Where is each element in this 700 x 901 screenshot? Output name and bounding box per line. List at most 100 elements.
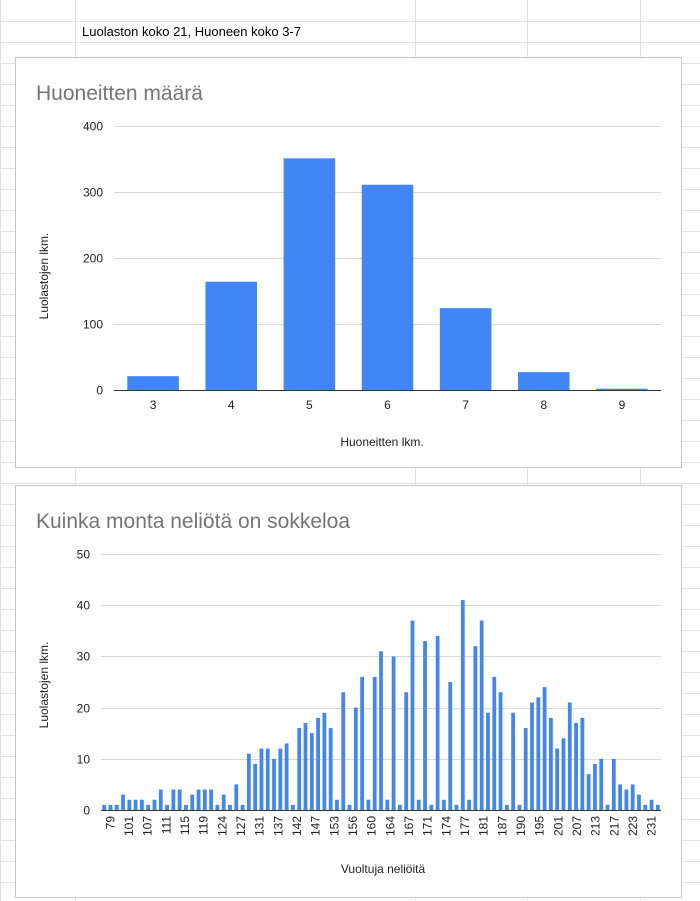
bar[interactable] [442, 799, 446, 810]
chart-card-room-count[interactable]: Huoneitten määrä 0 100 200 300 400 3 4 5 6 7 8 9 H… [15, 57, 682, 468]
bar[interactable] [655, 804, 660, 810]
bar[interactable] [586, 774, 591, 810]
sheet-cell-text[interactable]: Luolaston koko 21, Huoneen koko 3-7 [82, 24, 301, 39]
bar[interactable] [542, 687, 547, 810]
bar[interactable] [335, 799, 339, 810]
bar[interactable] [202, 789, 207, 810]
bar[interactable] [410, 620, 415, 810]
bar[interactable] [555, 748, 560, 810]
bar[interactable] [366, 799, 371, 810]
bar[interactable] [618, 784, 622, 810]
bar[interactable] [328, 728, 333, 810]
bar[interactable] [140, 799, 144, 810]
bar[interactable] [379, 651, 383, 810]
bar[interactable] [114, 804, 119, 810]
bar[interactable] [372, 676, 377, 810]
bar[interactable] [454, 804, 459, 810]
bar[interactable] [209, 789, 213, 810]
bar[interactable] [391, 656, 396, 810]
bar[interactable] [549, 717, 553, 810]
bar[interactable] [404, 692, 409, 810]
bar[interactable] [322, 712, 327, 810]
bar[interactable] [127, 376, 179, 390]
bar[interactable] [385, 799, 390, 810]
bar[interactable] [190, 794, 195, 810]
bar[interactable] [479, 620, 484, 810]
bar[interactable] [423, 641, 427, 810]
bar[interactable] [152, 799, 157, 810]
bar[interactable] [221, 794, 226, 810]
bar[interactable] [196, 789, 201, 810]
bar[interactable] [278, 748, 283, 810]
bar[interactable] [360, 676, 365, 810]
bar[interactable] [511, 712, 516, 810]
bar[interactable] [599, 758, 604, 810]
bar[interactable] [347, 804, 352, 810]
bar[interactable] [624, 789, 629, 810]
bar[interactable] [184, 804, 188, 810]
bar[interactable] [467, 799, 471, 810]
bar[interactable] [504, 804, 509, 810]
bar[interactable] [303, 722, 308, 810]
bar[interactable] [253, 763, 258, 810]
bar[interactable] [530, 702, 534, 810]
bar[interactable] [205, 281, 257, 390]
bar[interactable] [460, 600, 465, 810]
bar[interactable] [492, 676, 497, 810]
bar[interactable] [429, 804, 434, 810]
bar[interactable] [240, 804, 245, 810]
bar[interactable] [637, 794, 641, 810]
bar[interactable] [518, 372, 570, 390]
bar[interactable] [316, 717, 320, 810]
bar[interactable] [435, 635, 440, 810]
bar[interactable] [397, 804, 402, 810]
bar[interactable] [246, 753, 251, 810]
bar[interactable] [146, 804, 151, 810]
bar[interactable] [498, 692, 503, 810]
bar[interactable] [309, 733, 314, 810]
bar[interactable] [605, 804, 610, 810]
bar[interactable] [596, 388, 648, 390]
bar[interactable] [353, 707, 358, 810]
bar[interactable] [291, 804, 295, 810]
bar[interactable] [133, 799, 138, 810]
bar[interactable] [265, 748, 270, 810]
bar[interactable] [567, 702, 572, 810]
bar[interactable] [228, 804, 232, 810]
bar[interactable] [297, 728, 302, 810]
bar[interactable] [272, 758, 276, 810]
bar[interactable] [448, 682, 453, 810]
bar[interactable] [517, 804, 522, 810]
bar[interactable] [234, 784, 239, 810]
bar[interactable] [611, 758, 616, 810]
bar[interactable] [165, 804, 169, 810]
bar[interactable] [561, 738, 566, 810]
bar[interactable] [439, 308, 492, 390]
bar[interactable] [284, 743, 289, 810]
bar[interactable] [593, 763, 597, 810]
bar[interactable] [341, 692, 346, 810]
bar[interactable] [108, 804, 113, 810]
bar[interactable] [158, 789, 163, 810]
chart-card-area-histogram[interactable]: Kuinka monta neliötä on sokkeloa 0 10 20 30… [15, 485, 682, 898]
bar[interactable] [121, 794, 125, 810]
bar[interactable] [171, 789, 176, 810]
bar[interactable] [416, 799, 421, 810]
bar[interactable] [523, 728, 528, 810]
bar[interactable] [536, 697, 541, 810]
bar[interactable] [574, 722, 578, 810]
bar[interactable] [361, 184, 414, 390]
bar[interactable] [486, 712, 490, 810]
bar[interactable] [630, 784, 635, 810]
bar[interactable] [473, 646, 478, 810]
bar[interactable] [177, 789, 182, 810]
bar[interactable] [127, 799, 132, 810]
bar[interactable] [649, 799, 654, 810]
bar[interactable] [580, 717, 585, 810]
bar[interactable] [643, 804, 648, 810]
x-tick-label: 160 [365, 816, 379, 836]
bar[interactable] [102, 804, 107, 810]
bar[interactable] [259, 748, 264, 810]
bar[interactable] [215, 804, 220, 810]
bar[interactable] [283, 158, 336, 390]
